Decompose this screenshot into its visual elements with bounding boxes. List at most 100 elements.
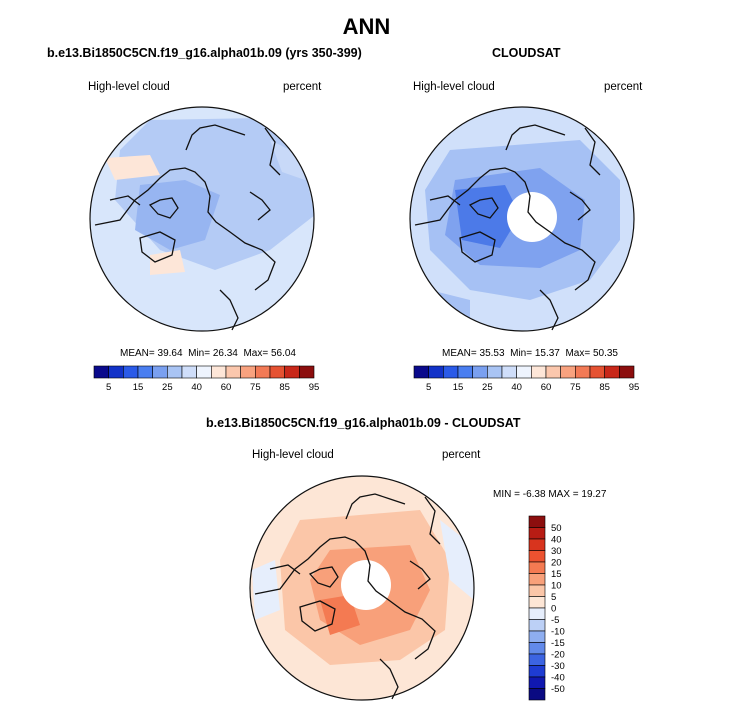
panel2-max-value: 50.35 (592, 348, 618, 359)
panel2-mean-value: 35.53 (479, 348, 505, 359)
panel3-colorbar-tick-label: 40 (551, 535, 562, 546)
panel2-colorbar-swatch (413, 365, 429, 379)
panel3-colorbar-swatch (528, 642, 546, 655)
panel3-colorbar-tick-label: 20 (551, 558, 562, 569)
panel1-map (89, 106, 315, 332)
panel3-max-label: MAX = (548, 489, 579, 500)
panel1-colorbar-tick-label: 60 (221, 382, 232, 393)
panel2-colorbar-swatch (516, 365, 532, 379)
panel3-variable-label: High-level cloud (252, 449, 334, 461)
panel1-colorbar-swatch (299, 365, 315, 379)
panel3-colorbar-tick-label: -50 (551, 684, 565, 695)
panel1-colorbar-swatch (284, 365, 300, 379)
panel2-min-label: Min= (510, 348, 533, 359)
panel2-colorbar-swatch (545, 365, 561, 379)
panel1-max-value: 56.04 (270, 348, 296, 359)
panel1-coastlines (94, 124, 281, 331)
panel2-colorbar-swatch (531, 365, 547, 379)
panel2-colorbar-swatch (560, 365, 576, 379)
panel3-units-label: percent (442, 449, 481, 461)
panel3-colorbar-swatch (528, 561, 546, 574)
panel1-colorbar-swatch (152, 365, 168, 379)
panel3-coastlines (254, 493, 441, 700)
panel2-colorbar-swatch (604, 365, 620, 379)
panel2-stats: MEAN= 35.53 Min= 15.37 Max= 50.35 (442, 348, 618, 359)
panel3-min-value: -6.38 (522, 489, 546, 500)
panel3-colorbar-swatch (528, 515, 546, 528)
panel3-colorbar-tick-label: -20 (551, 650, 565, 661)
panel3-title: b.e13.Bi1850C5CN.f19_g16.alpha01b.09 - C… (206, 416, 521, 430)
panel1-variable-label: High-level cloud (88, 81, 170, 93)
panel3-colorbar-tick-label: -30 (551, 661, 565, 672)
panel1-max-label: Max= (243, 348, 269, 359)
panel1-units-label: percent (283, 81, 322, 93)
panel1-colorbar-tick-label: 40 (191, 382, 202, 393)
panel3-colorbar-swatch (528, 653, 546, 666)
panel2-colorbar-swatch (575, 365, 591, 379)
panel1-warm-patch-south (150, 250, 185, 275)
panel1-stats: MEAN= 39.64 Min= 26.34 Max= 56.04 (120, 348, 296, 359)
panel1-colorbar-swatch (137, 365, 153, 379)
panel2-colorbar-swatch (487, 365, 503, 379)
panel1-colorbar-tick-label: 95 (309, 382, 320, 393)
panel3-missing-data-hole (341, 560, 391, 610)
panel2-colorbar-swatch (589, 365, 605, 379)
panel3-colorbar-tick-label: 15 (551, 569, 562, 580)
panel3-colorbar-tick-label: -15 (551, 638, 565, 649)
panel2-colorbar-tick-label: 95 (629, 382, 640, 393)
panel2-colorbar: 5 15 25 40 60 75 85 95 (413, 365, 640, 393)
panel1-colorbar-swatch (167, 365, 183, 379)
panel1-colorbar-swatch (225, 365, 241, 379)
panel1-colorbar-tick-label: 25 (162, 382, 173, 393)
panel2-colorbar-tick-label: 15 (453, 382, 464, 393)
panel2-mean-label: MEAN= (442, 348, 477, 359)
panel3-colorbar-tick-label: 5 (551, 592, 556, 603)
panel3-colorbar-swatch (528, 676, 546, 689)
panel1-colorbar-swatch (255, 365, 271, 379)
panel1-min-label: Min= (188, 348, 211, 359)
panel1-warm-patch-west (105, 155, 160, 180)
panel1-mean-label: MEAN= (120, 348, 155, 359)
panel3-map (249, 475, 475, 701)
panel2-min-value: 15.37 (534, 348, 560, 359)
panel2-map (409, 106, 635, 332)
panel3-stats: MIN = -6.38 MAX = 19.27 (493, 489, 606, 500)
panel1-colorbar-tick-label: 85 (279, 382, 290, 393)
panel1-colorbar-swatch (93, 365, 109, 379)
panel1-colorbar-swatch (269, 365, 285, 379)
panel3-colorbar-swatch (528, 538, 546, 551)
panel3-colorbar-swatch (528, 607, 546, 620)
panel2-title: CLOUDSAT (492, 46, 561, 60)
panel3-max-value: 19.27 (581, 489, 607, 500)
panel2-units-label: percent (604, 81, 643, 93)
panel2-colorbar-swatch (428, 365, 444, 379)
panel2-colorbar-swatch (443, 365, 459, 379)
panel1-colorbar-swatch (123, 365, 139, 379)
panel1-colorbar-tick-label: 15 (133, 382, 144, 393)
panel1-colorbar-swatch (181, 365, 197, 379)
panel1-min-value: 26.34 (212, 348, 238, 359)
panel2-colorbar-tick-label: 75 (570, 382, 581, 393)
panel1-mean-value: 39.64 (157, 348, 183, 359)
panel2-colorbar-swatch (457, 365, 473, 379)
panel2-colorbar-swatch (619, 365, 635, 379)
panel1-colorbar-tick-label: 75 (250, 382, 261, 393)
panel3-colorbar-tick-label: -10 (551, 627, 565, 638)
panel3-colorbar-tick-label: 10 (551, 581, 562, 592)
panel1-map-border (89, 106, 315, 332)
panel2-max-label: Max= (565, 348, 591, 359)
panel1-light-patch (270, 140, 305, 180)
panel1-title: b.e13.Bi1850C5CN.f19_g16.alpha01b.09 (yr… (47, 46, 362, 60)
panel3-colorbar-tick-label: 30 (551, 546, 562, 557)
panel1-colorbar: 5 15 25 40 60 75 85 95 (93, 365, 320, 393)
panel3-colorbar-tick-label: -5 (551, 615, 559, 626)
panel3-colorbar-swatch (528, 527, 546, 540)
panel1-colorbar-swatch (211, 365, 227, 379)
panel2-colorbar-swatch (472, 365, 488, 379)
main-title: ANN (342, 14, 391, 39)
panel3-colorbar-swatch (528, 584, 546, 597)
panel3-colorbar-swatch (528, 630, 546, 643)
panel3-colorbar-swatch (528, 665, 546, 678)
panel3-colorbar-tick-label: 50 (551, 523, 562, 534)
